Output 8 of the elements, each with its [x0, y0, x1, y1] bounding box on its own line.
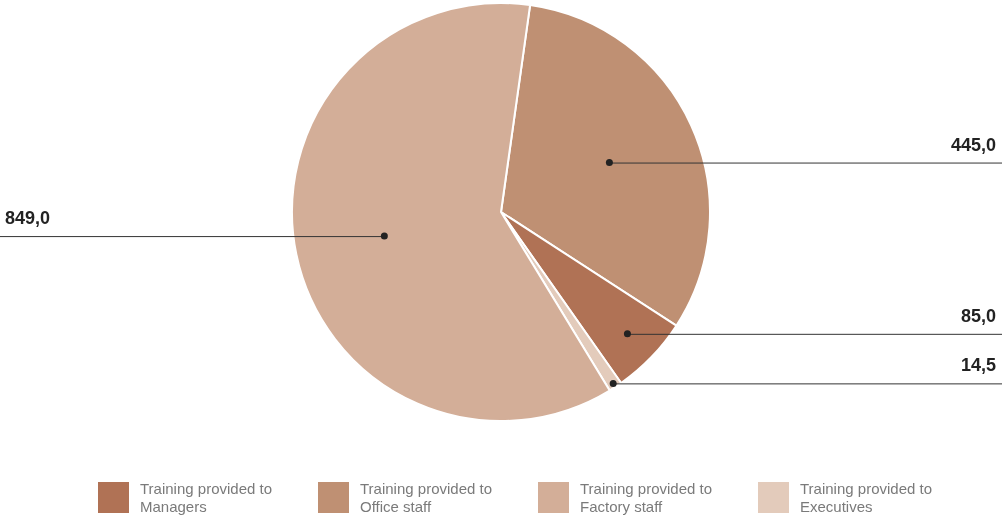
legend-label: Training provided to Managers — [140, 480, 274, 516]
legend-label: Training provided to Office staff — [360, 480, 494, 516]
data-label: 849,0 — [5, 208, 51, 229]
data-label: 445,0 — [950, 134, 996, 155]
legend-label: Training provided to Executives — [800, 480, 934, 516]
data-label: 85,0 — [960, 305, 996, 326]
legend-label: Training provided to Factory staff — [580, 480, 714, 516]
data-label: 14,5 — [960, 355, 996, 376]
